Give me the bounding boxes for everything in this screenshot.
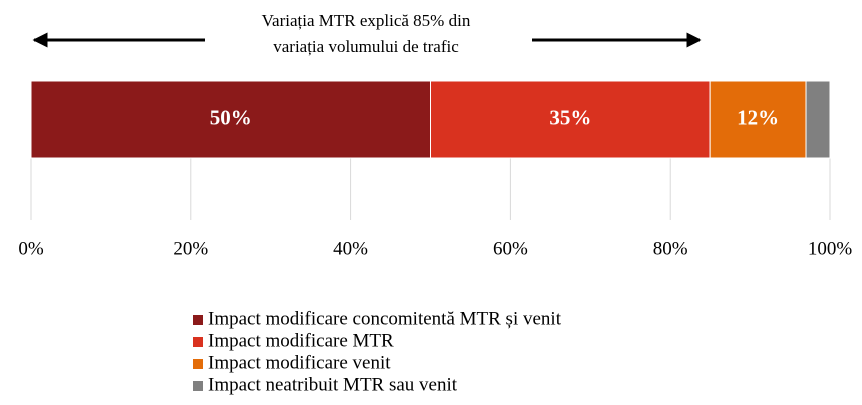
value-label: 12% bbox=[737, 105, 779, 129]
bar-segment bbox=[805, 80, 831, 159]
legend-label: Impact modificare concomitentă MTR și ve… bbox=[208, 308, 562, 329]
legend-swatch bbox=[193, 315, 203, 325]
x-tick-label: 80% bbox=[653, 238, 688, 259]
x-tick-label: 40% bbox=[333, 238, 368, 259]
annotation: Variația MTR explică 85% din bbox=[262, 11, 471, 30]
x-tick-label: 60% bbox=[493, 238, 528, 259]
legend-label: Impact modificare venit bbox=[208, 352, 391, 373]
x-tick-label: 100% bbox=[808, 238, 853, 259]
value-label: 35% bbox=[549, 105, 591, 129]
x-tick-label: 0% bbox=[18, 238, 44, 259]
legend-swatch bbox=[193, 381, 203, 391]
annotation: variația volumului de trafic bbox=[273, 37, 459, 56]
legend-label: Impact modificare MTR bbox=[208, 330, 394, 351]
legend-label: Impact neatribuit MTR sau venit bbox=[208, 374, 458, 395]
value-label: 50% bbox=[210, 105, 252, 129]
bar-segment bbox=[430, 80, 711, 159]
legend-swatch bbox=[193, 337, 203, 347]
bar-segment bbox=[30, 80, 431, 159]
x-tick-label: 20% bbox=[173, 238, 208, 259]
bar-segment bbox=[709, 80, 807, 159]
legend-swatch bbox=[193, 359, 203, 369]
